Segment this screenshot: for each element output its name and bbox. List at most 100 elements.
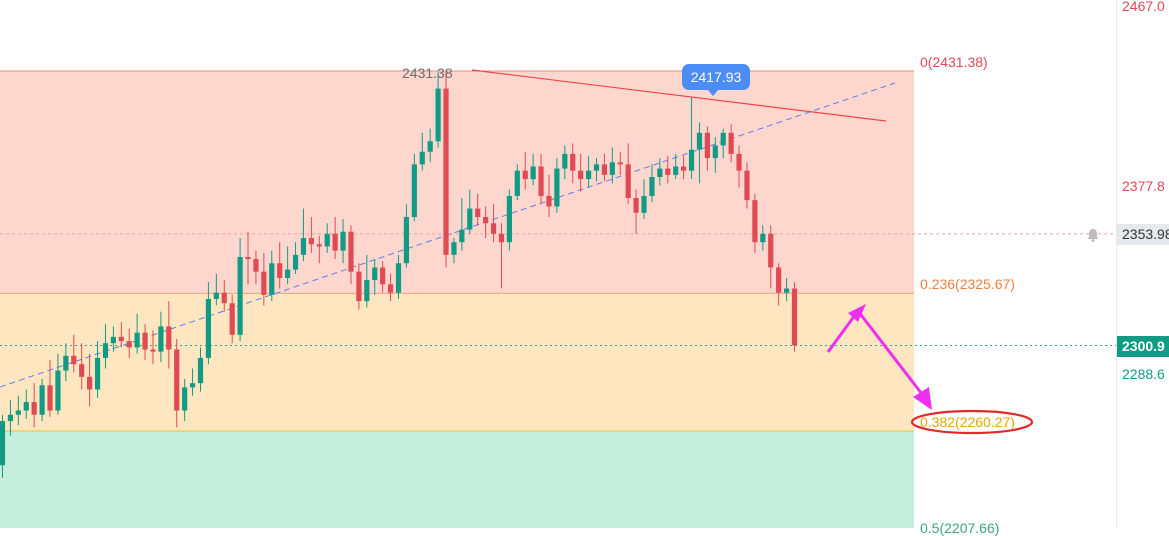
candle-down — [150, 330, 156, 365]
candle-body — [609, 162, 615, 175]
candle-body — [657, 168, 663, 177]
candle-body — [427, 141, 433, 152]
candle-down — [601, 153, 608, 182]
candle-down — [126, 328, 132, 358]
candle-body — [752, 200, 758, 243]
fib-0-label: 0(2431.38) — [920, 54, 988, 70]
candle-up — [197, 347, 204, 392]
candle-body — [791, 288, 798, 346]
candle-body — [142, 332, 148, 350]
candle-body — [118, 336, 124, 342]
candle-down — [174, 338, 180, 428]
candle-body — [783, 288, 790, 293]
arrow-head-up — [848, 304, 866, 322]
candle-up — [435, 71, 441, 148]
candle-body — [506, 195, 512, 243]
candle-down — [356, 263, 362, 310]
candle-up — [609, 147, 615, 184]
candle-body — [340, 231, 346, 251]
candle-body — [459, 229, 465, 243]
candle-up — [285, 246, 291, 285]
candle-down — [79, 343, 85, 390]
candle-body — [443, 88, 449, 255]
resistance-trend-line[interactable] — [471, 69, 887, 122]
candle-body — [514, 170, 520, 196]
candle-body — [546, 195, 552, 207]
candle-up — [720, 128, 726, 159]
fibonacci-zones — [0, 71, 914, 528]
candle-body — [47, 385, 53, 411]
candle-down — [71, 334, 77, 373]
candle-body — [261, 271, 267, 295]
candle-up — [506, 189, 512, 251]
candle-body — [221, 292, 227, 304]
candle-body — [213, 292, 219, 300]
candle-body — [554, 168, 560, 207]
candle-body — [23, 402, 29, 411]
candle-body — [681, 166, 687, 171]
candle-up — [205, 282, 212, 365]
candle-down — [245, 231, 251, 285]
candle-up — [372, 259, 378, 295]
candle-up — [411, 153, 417, 222]
candle-body — [641, 195, 647, 213]
candle-body — [110, 336, 116, 344]
bell-icon[interactable] — [1085, 227, 1101, 243]
candle-body — [189, 383, 196, 388]
candle-body — [158, 326, 164, 352]
fib-zone-382-500 — [0, 431, 914, 528]
candle-down — [570, 143, 576, 184]
candle-up — [459, 198, 465, 251]
candle-body — [522, 170, 528, 180]
candle-up — [641, 179, 647, 220]
candle-down — [118, 322, 124, 348]
candle-up — [712, 137, 718, 173]
fib-382-highlight-ellipse[interactable] — [910, 409, 1034, 435]
crosshair-price-tag: 2353.98 — [1117, 224, 1169, 245]
candle-down — [522, 151, 528, 190]
candle-up — [554, 158, 560, 213]
candle-down — [498, 223, 505, 289]
projection-arrow[interactable] — [826, 304, 932, 410]
candle-body — [269, 263, 275, 295]
candle-up — [102, 324, 109, 369]
candle-down — [142, 324, 148, 361]
candle-up — [94, 341, 101, 398]
candle-up — [300, 208, 307, 262]
candle-body — [728, 132, 734, 154]
candle-body — [380, 267, 386, 285]
candle-body — [395, 263, 402, 293]
candle-up — [269, 250, 275, 302]
candle-down — [332, 216, 338, 260]
candle-body — [71, 355, 77, 365]
candle-up — [63, 343, 69, 382]
candle-up — [237, 238, 243, 342]
candle-body — [585, 170, 592, 180]
candle-down — [546, 174, 552, 217]
candle-body — [79, 364, 85, 377]
peak-price-callout[interactable]: 2417.93 — [682, 64, 750, 90]
candle-body — [174, 349, 180, 411]
candle-body — [704, 132, 710, 159]
axis-price-top: 2467.0 — [1122, 0, 1165, 14]
candle-body — [324, 233, 330, 247]
candle-down — [744, 162, 750, 209]
candle-body — [356, 271, 362, 302]
candle-up — [585, 155, 592, 188]
arrow-head-down — [913, 387, 932, 410]
candle-up — [39, 378, 45, 422]
candle-up — [673, 153, 679, 180]
candle-up — [134, 313, 140, 354]
candle-body — [126, 341, 132, 348]
fib-382-label: 0.382(2260.27) — [920, 414, 1015, 430]
candle-down — [704, 126, 710, 171]
candle-body — [498, 233, 505, 243]
candle-up — [514, 164, 520, 201]
candle-up — [783, 277, 790, 302]
candle-up — [593, 158, 600, 182]
candle-up — [562, 145, 568, 180]
candle-up — [364, 254, 370, 308]
fib-zone-0-236 — [0, 71, 914, 294]
candle-down — [538, 153, 544, 205]
